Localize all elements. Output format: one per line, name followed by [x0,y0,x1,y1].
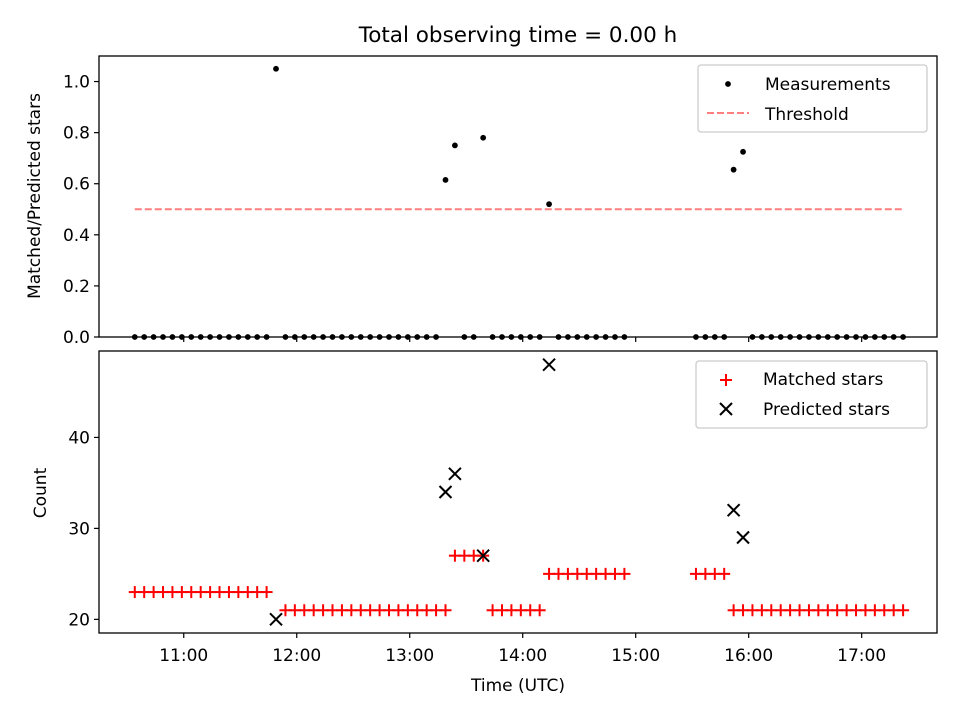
series-predicted-stars [269,357,750,627]
bottom-x-ticks: 11:00 12:00 13:00 14:00 15:00 16:00 17:00 [159,633,886,666]
predicted-star-point [542,357,556,372]
bottom-plot: 20 30 40 11:00 12:00 13:00 14:00 15:00 16:00 17:… [31,350,938,696]
matched-star-point [718,567,731,580]
x-tick-label: 15:00 [611,646,660,666]
x-tick-label: 14:00 [498,646,547,666]
y-tick-label: 0.8 [63,124,90,144]
legend-measurements-label: Measurements [765,75,891,95]
bottom-legend: Matched stars Predicted stars [695,360,928,429]
legend-predicted-marker [719,402,733,416]
measurement-point [546,201,552,208]
x-tick-label: 16:00 [724,646,773,666]
y-tick-label: 0.6 [63,175,90,195]
predicted-star-point [269,612,283,627]
top-plot: 0.0 0.2 0.4 0.6 0.8 1.0 Matched/Predicted sta… [25,55,938,348]
matched-star-point [533,604,546,617]
predicted-star-point [438,485,453,499]
measurement-point [740,148,746,155]
top-plot-frame [98,55,938,338]
predicted-star-point [726,503,741,517]
y-tick-label: 30 [68,519,90,539]
measurement-point [442,176,449,183]
top-legend: Measurements Threshold [697,64,928,133]
x-tick-label: 11:00 [159,646,208,666]
predicted-star-point [476,548,490,563]
y-tick-label: 0.4 [63,226,90,246]
matched-star-point [260,586,273,599]
top-y-axis-label: Matched/Predicted stars [25,93,45,299]
top-plot-area [131,65,907,340]
chart-title: Total observing time = 0.00 h [358,23,678,48]
bottom-plot-area [128,357,910,627]
measurement-point [452,142,458,149]
predicted-star-point [448,467,462,481]
top-legend-box [697,64,928,133]
top-y-ticks: 0.0 0.2 0.4 0.6 0.8 1.0 [63,73,99,348]
bottom-legend-box [695,360,928,429]
bottom-x-axis-label: Time (UTC) [470,676,565,696]
measurement-point [730,166,737,173]
y-tick-label: 0.0 [63,328,90,348]
x-tick-label: 17:00 [837,646,886,666]
x-tick-label: 13:00 [385,646,434,666]
y-tick-label: 40 [68,428,90,448]
top-x-ticks [183,337,863,342]
legend-matched-label: Matched stars [763,370,883,390]
bottom-y-axis-label: Count [31,467,51,518]
x-tick-label: 12:00 [272,646,321,666]
predicted-star-point [736,530,750,545]
y-tick-label: 20 [68,610,90,630]
series-matched-stars [128,549,910,617]
matched-star-point [439,604,452,617]
legend-threshold-label: Threshold [764,105,849,125]
bottom-y-ticks: 20 30 40 [68,428,99,630]
y-tick-label: 1.0 [63,73,90,93]
legend-predicted-label: Predicted stars [763,400,890,420]
matched-star-point [897,604,910,617]
measurement-point [273,65,279,72]
legend-matched-marker [720,374,732,386]
legend-measurements-marker [725,81,731,87]
bottom-plot-frame [98,350,938,634]
measurement-point [480,134,487,141]
y-tick-label: 0.2 [63,277,90,297]
matched-star-point [618,567,631,580]
